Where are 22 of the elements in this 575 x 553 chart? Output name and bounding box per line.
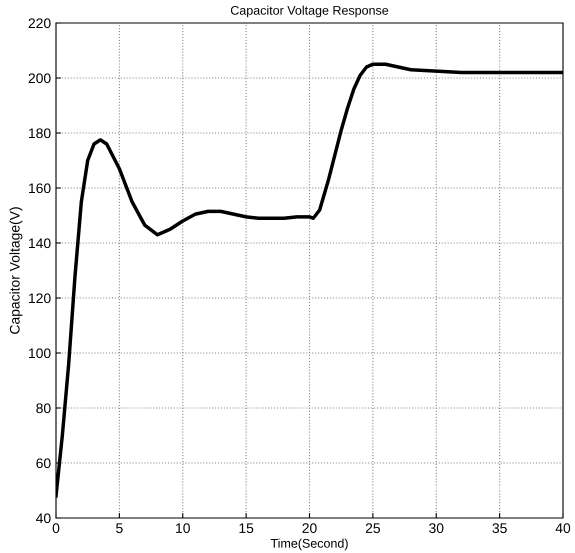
x-tick-label: 35: [492, 523, 507, 534]
x-tick-label: 0: [52, 523, 60, 534]
y-tick-label: 200: [28, 73, 51, 84]
y-axis-title: Capacitor Voltage(V): [9, 207, 22, 334]
chart-title: Capacitor Voltage Response: [230, 6, 388, 18]
x-tick-label: 15: [239, 523, 254, 534]
y-tick-label: 80: [36, 403, 51, 414]
y-tick-label: 220: [28, 18, 51, 28]
x-tick-label: 5: [116, 523, 123, 534]
y-tick-label: 160: [29, 183, 51, 194]
y-tick-label: 60: [36, 458, 51, 468]
y-tick-label: 120: [29, 293, 51, 304]
y-tick-label: 40: [36, 513, 51, 524]
y-tick-label: 100: [29, 348, 51, 358]
y-tick-label: 180: [29, 128, 51, 138]
x-tick-label: 25: [366, 523, 380, 534]
y-tick-label: 140: [29, 238, 51, 248]
x-axis-title: Time(Second): [270, 538, 348, 550]
x-tick-label: 20: [302, 523, 317, 534]
x-tick-label: 40: [556, 523, 570, 534]
x-tick-label: 30: [429, 523, 444, 534]
x-tick-label: 10: [176, 523, 190, 534]
